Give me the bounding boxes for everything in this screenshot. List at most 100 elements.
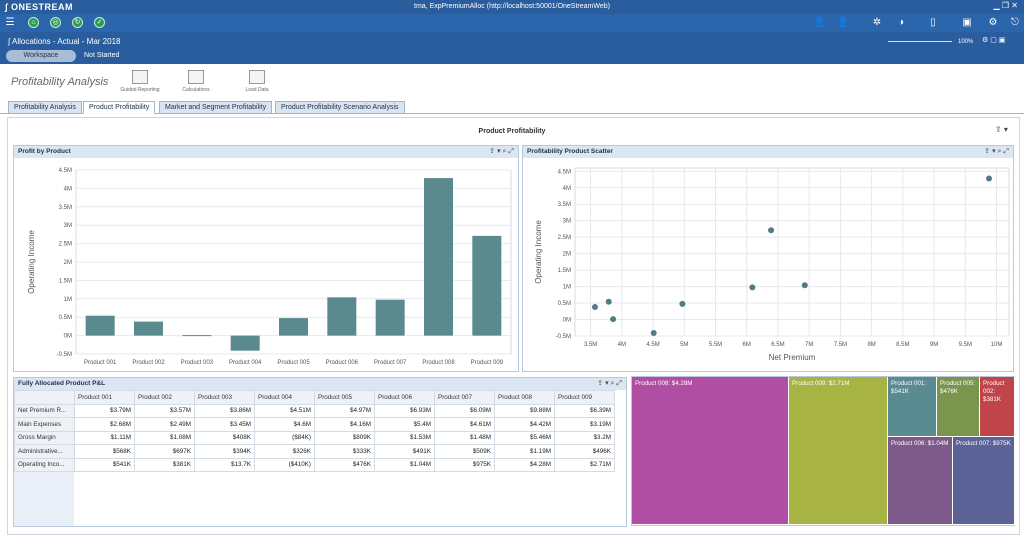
y-axis-label: Operating Income xyxy=(534,220,543,284)
column-header[interactable]: Product 002 xyxy=(134,390,195,405)
row-header[interactable]: Administrative... xyxy=(14,444,75,459)
table-cell[interactable]: $3.45M xyxy=(194,417,255,432)
table-cell[interactable]: $1.19M xyxy=(494,444,555,459)
table-cell[interactable]: $3.57M xyxy=(134,403,195,418)
table-cell[interactable]: ($410K) xyxy=(254,457,315,472)
table-cell[interactable]: $5.4M xyxy=(374,417,435,432)
treemap-tile[interactable]: Product 001: $541K xyxy=(888,377,937,437)
column-header[interactable]: Product 007 xyxy=(434,390,495,405)
table-cell[interactable]: $6.09M xyxy=(434,403,495,418)
table-cell[interactable]: $476K xyxy=(314,457,375,472)
user-settings-icon[interactable]: 👤 xyxy=(836,17,850,28)
guided-reporting-button[interactable]: Guided Reporting xyxy=(114,70,166,93)
table-cell[interactable]: $4.16M xyxy=(314,417,375,432)
menu-icon[interactable]: ☰ xyxy=(5,17,15,28)
table-cell[interactable]: $1.48M xyxy=(434,430,495,445)
column-header[interactable]: Product 008 xyxy=(494,390,555,405)
globe-icon[interactable]: ◎ xyxy=(50,17,61,28)
user-icon[interactable]: 👤 xyxy=(813,17,827,28)
table-cell[interactable]: $4.6M xyxy=(254,417,315,432)
sync-icon[interactable]: ◑ xyxy=(897,17,905,28)
column-header[interactable]: Product 009 xyxy=(554,390,615,405)
view-icon[interactable]: ▣ xyxy=(962,17,972,28)
workspace-button[interactable]: Workspace xyxy=(6,50,76,62)
table-cell[interactable]: $3.79M xyxy=(74,403,135,418)
table-cell[interactable]: $509K xyxy=(434,444,495,459)
check-icon[interactable]: ✓ xyxy=(94,17,105,28)
home-icon[interactable]: ⌂ xyxy=(28,17,39,28)
table-cell[interactable]: $4.42M xyxy=(494,417,555,432)
panel-tools-icon[interactable]: ⇪ ▾ ⌕ ⤢ xyxy=(597,380,622,387)
table-cell[interactable]: $394K xyxy=(194,444,255,459)
refresh-icon[interactable]: ↻ xyxy=(72,17,83,28)
ribbon-label: Calculations xyxy=(182,87,210,93)
table-cell[interactable]: $13.7K xyxy=(194,457,255,472)
table-cell[interactable]: $697K xyxy=(134,444,195,459)
logout-icon[interactable]: ⎋ xyxy=(1011,17,1019,28)
window-controls[interactable]: ▁ ❐ ✕ xyxy=(993,1,1018,10)
table-cell[interactable]: $1.08M xyxy=(134,430,195,445)
table-cell[interactable]: $2.68M xyxy=(74,417,135,432)
task-icon[interactable]: ✲ xyxy=(872,17,882,28)
table-cell[interactable]: $1.04M xyxy=(374,457,435,472)
y-tick-label: 1.5M xyxy=(558,268,571,274)
row-header[interactable]: Main Expenses xyxy=(14,417,75,432)
row-header[interactable]: Net Premium R... xyxy=(14,403,75,418)
table-cell[interactable]: $9.88M xyxy=(494,403,555,418)
tab-market-segment[interactable]: Market and Segment Profitability xyxy=(159,101,273,114)
table-cell[interactable]: $3.86M xyxy=(194,403,255,418)
tab-product-profitability[interactable]: Product Profitability xyxy=(83,101,156,114)
table-cell[interactable]: $496K xyxy=(554,444,615,459)
tab-scenario-analysis[interactable]: Product Profitability Scenario Analysis xyxy=(275,101,405,114)
table-cell[interactable]: $4.51M xyxy=(254,403,315,418)
document-icon[interactable]: ▯ xyxy=(930,17,936,28)
table-cell[interactable]: $333K xyxy=(314,444,375,459)
load-data-button[interactable]: Load Data xyxy=(231,70,283,93)
treemap-tile[interactable]: Product 005: $476K xyxy=(937,377,980,437)
tab-profitability-analysis[interactable]: Profitability Analysis xyxy=(8,101,82,114)
y-tick-label: 1M xyxy=(563,285,571,291)
calculations-button[interactable]: Calculations xyxy=(170,70,222,93)
column-header[interactable]: Product 005 xyxy=(314,390,375,405)
row-header[interactable]: Operating Inco... xyxy=(14,457,75,472)
table-cell[interactable]: $6.93M xyxy=(374,403,435,418)
settings-icon[interactable]: ⚙ xyxy=(988,17,998,28)
table-cell[interactable]: $408K xyxy=(194,430,255,445)
panel-tools-icon[interactable]: ⇪ ▾ ⌕ ⤢ xyxy=(984,148,1009,155)
table-cell[interactable]: $4.28M xyxy=(494,457,555,472)
table-cell[interactable]: ($84K) xyxy=(254,430,315,445)
row-header[interactable]: Gross Margin xyxy=(14,430,75,445)
treemap-tile[interactable]: Product 002: $381K xyxy=(980,377,1015,437)
table-cell[interactable]: $4.61M xyxy=(434,417,495,432)
zoom-slider[interactable] xyxy=(888,41,952,42)
treemap-tile[interactable]: Product 008: $4.28M xyxy=(632,377,789,525)
table-cell[interactable]: $5.46M xyxy=(494,430,555,445)
table-cell[interactable]: $491K xyxy=(374,444,435,459)
panel-tools-icon[interactable]: ⇪ ▾ ⌕ ⤢ xyxy=(489,148,514,155)
table-cell[interactable]: $6.39M xyxy=(554,403,615,418)
table-cell[interactable]: $2.71M xyxy=(554,457,615,472)
table-cell[interactable]: $809K xyxy=(314,430,375,445)
treemap-tile[interactable]: Product 007: $975K xyxy=(953,437,1015,525)
table-cell[interactable]: $326K xyxy=(254,444,315,459)
table-cell[interactable]: $3.2M xyxy=(554,430,615,445)
table-cell[interactable]: $1.11M xyxy=(74,430,135,445)
column-header[interactable]: Product 004 xyxy=(254,390,315,405)
table-cell[interactable]: $975K xyxy=(434,457,495,472)
table-cell[interactable]: $381K xyxy=(134,457,195,472)
tab-divider xyxy=(0,113,1024,114)
pl-table[interactable]: Product 001 Product 002 Product 003 Product… xyxy=(14,390,615,472)
column-header[interactable]: Product 003 xyxy=(194,390,255,405)
treemap-tile[interactable]: Product 009: $2.71M xyxy=(789,377,888,525)
table-cell[interactable]: $4.97M xyxy=(314,403,375,418)
table-cell[interactable]: $541K xyxy=(74,457,135,472)
treemap-tile[interactable]: Product 006: $1.04M xyxy=(888,437,953,525)
table-cell[interactable]: $568K xyxy=(74,444,135,459)
table-cell[interactable]: $1.53M xyxy=(374,430,435,445)
workspace-tools-icon[interactable]: ⚙ ▢ ▣ xyxy=(982,37,1006,44)
table-cell[interactable]: $3.19M xyxy=(554,417,615,432)
column-header[interactable]: Product 001 xyxy=(74,390,135,405)
column-header[interactable]: Product 006 xyxy=(374,390,435,405)
table-cell[interactable]: $2.49M xyxy=(134,417,195,432)
export-icon[interactable]: ⇪ ▾ xyxy=(995,125,1008,134)
